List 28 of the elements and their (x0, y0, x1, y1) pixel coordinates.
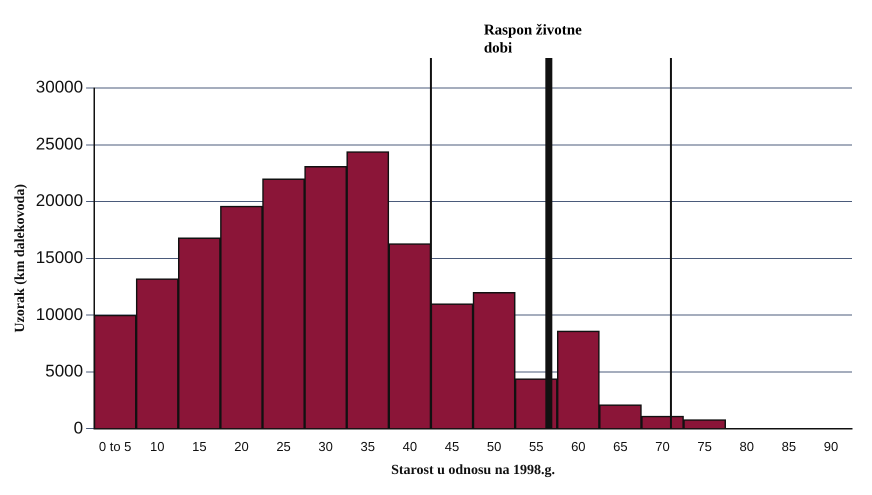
x-tick-label: 45 (444, 438, 460, 454)
x-tick-label: 35 (360, 438, 376, 454)
x-tick-label: 30 (318, 438, 333, 454)
x-tick-label: 90 (824, 438, 838, 454)
y-tick-label: 0 (74, 418, 84, 438)
x-tick-label: 20 (234, 438, 249, 454)
y-axis-title: Uzorak (km dalekovoda) (13, 184, 28, 333)
y-tick-label: 10000 (36, 304, 84, 324)
x-tick-label: 70 (655, 438, 670, 454)
y-tick-label: 30000 (36, 78, 84, 97)
x-tick-label: 40 (402, 438, 418, 454)
x-tick-label: 65 (613, 438, 628, 454)
x-tick-label: 0 to 5 (98, 438, 132, 454)
x-axis-title: Starost u odnosu na 1998.g. (391, 463, 555, 478)
y-tick-label: 15000 (36, 248, 84, 267)
x-tick-label: 15 (192, 438, 207, 454)
ref-line-label: Raspon životne dobi (484, 22, 582, 56)
x-tick-label: 60 (571, 438, 586, 454)
x-tick-label: 80 (740, 438, 754, 454)
y-tick-label: 20000 (36, 191, 84, 210)
x-tick-label: 75 (697, 438, 712, 454)
x-tick-label: 25 (276, 438, 291, 454)
x-tick-label: 55 (528, 438, 544, 454)
y-tick-label: 5000 (45, 362, 84, 381)
x-tick-label: 10 (150, 438, 164, 454)
x-tick-label: 50 (486, 438, 502, 454)
x-tick-label: 85 (782, 438, 796, 454)
y-tick-label: 25000 (36, 134, 84, 154)
